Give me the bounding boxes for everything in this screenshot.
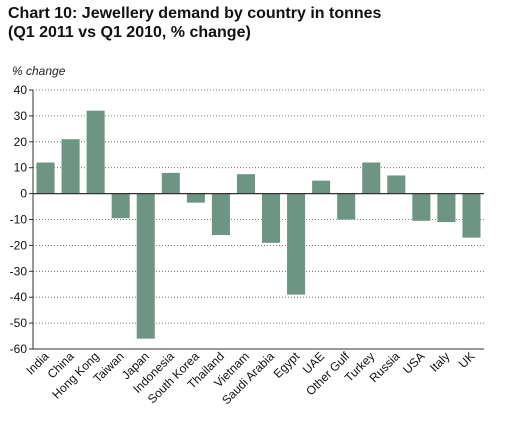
bar-uae xyxy=(312,180,331,194)
x-tick-label: USA xyxy=(400,349,427,376)
x-tick-label: UK xyxy=(456,349,478,371)
y-tick-label: 20 xyxy=(14,135,28,149)
y-tick-label: -30 xyxy=(10,264,28,278)
bar-thailand xyxy=(211,193,230,236)
y-axis-label: % change xyxy=(12,64,66,78)
bar-other-gulf xyxy=(337,193,356,220)
axes xyxy=(29,89,484,350)
gridlines xyxy=(33,89,484,350)
bar-china xyxy=(61,139,80,194)
y-tick-label: -60 xyxy=(10,342,28,356)
bar-south-korea xyxy=(186,193,205,203)
bar-india xyxy=(36,162,55,194)
bar-egypt xyxy=(287,193,306,295)
y-tick-label: 10 xyxy=(14,161,28,175)
bar-indonesia xyxy=(161,172,180,194)
y-tick-label: -50 xyxy=(10,316,28,330)
chart-subtitle: (Q1 2011 vs Q1 2010, % change) xyxy=(8,24,251,41)
bar-saudi-arabia xyxy=(262,193,281,243)
y-tick-labels: 40 30 20 10 0 -10 -20 -30 -40 -50 -60 xyxy=(10,83,28,356)
bar-turkey xyxy=(362,162,381,194)
y-tick-label: 30 xyxy=(14,109,28,123)
y-tick-label: -20 xyxy=(10,238,28,252)
bars xyxy=(36,110,481,339)
bar-vietnam xyxy=(236,174,255,194)
x-tick-label: Egypt xyxy=(271,349,303,381)
bar-hong-kong xyxy=(86,110,105,194)
bar-russia xyxy=(387,175,406,194)
bar-usa xyxy=(412,193,431,221)
y-tick-label: 40 xyxy=(14,83,28,97)
bar-uk xyxy=(462,193,481,238)
bar-italy xyxy=(437,193,456,223)
bar-taiwan xyxy=(111,193,130,219)
y-tick-label: 0 xyxy=(20,187,27,201)
chart-title: Chart 10: Jewellery demand by country in… xyxy=(8,5,382,22)
bar-japan xyxy=(136,193,155,339)
x-tick-label: Italy xyxy=(427,349,452,374)
y-tick-label: -10 xyxy=(10,213,28,227)
y-tick-label: -40 xyxy=(10,290,28,304)
